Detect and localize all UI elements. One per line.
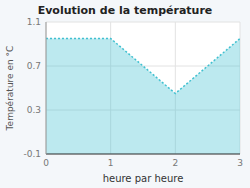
area <box>46 39 240 155</box>
grid-line-y <box>46 22 240 23</box>
x-tick-label: 0 <box>43 158 49 168</box>
y-tick-label: 1.1 <box>27 17 41 27</box>
x-tick-label: 1 <box>108 158 114 168</box>
chart: -0.1 0.3 0.7 1.1 0 1 2 3 Evolution de la tempéra… <box>0 0 250 188</box>
title: Evolution de la température <box>38 4 213 17</box>
y-tick-label: 0.7 <box>27 61 41 71</box>
grid-line-x <box>46 22 47 154</box>
x-axis-line <box>46 153 240 154</box>
line <box>46 39 240 94</box>
plot-area <box>46 22 240 154</box>
y-axis-line <box>46 22 47 154</box>
grid-line-y <box>46 154 240 155</box>
y-tick-label: 0.3 <box>27 105 41 115</box>
x-axis-label: heure par heure <box>103 173 184 184</box>
y-tick-label: -0.1 <box>23 149 41 159</box>
x-tick-label: 2 <box>172 158 178 168</box>
y-axis-label: Température en °C <box>5 46 15 132</box>
grid <box>46 22 240 154</box>
x-tick-label: 3 <box>237 158 243 168</box>
series <box>46 39 240 155</box>
